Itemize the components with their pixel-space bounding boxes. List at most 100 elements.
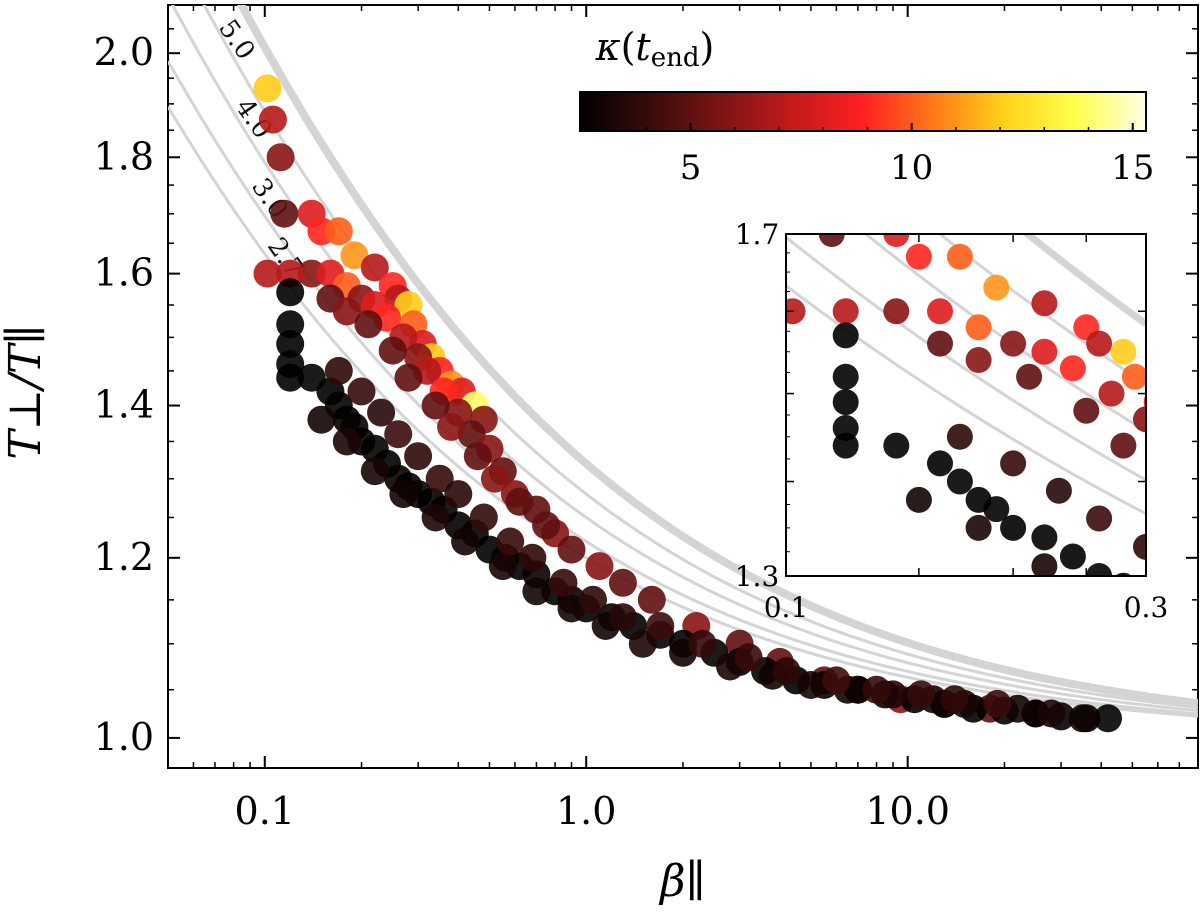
- scatter-point: [276, 310, 305, 339]
- scatter-point: [469, 503, 498, 532]
- scatter-point: [367, 398, 396, 427]
- inset-scatter-point: [983, 496, 1010, 523]
- inset-scatter-point: [818, 234, 845, 247]
- inset-scatter-point: [1031, 290, 1058, 317]
- inset-scatter-point: [927, 330, 953, 357]
- scatter-point: [480, 464, 509, 493]
- inset-scatter-point: [1016, 363, 1043, 390]
- scatter-point: [347, 377, 376, 406]
- scatter-point: [518, 543, 547, 572]
- scatter-point: [378, 336, 407, 365]
- inset-ytick-label-top: 1.7: [735, 218, 780, 251]
- inset-scatter-point: [1073, 397, 1100, 424]
- inset-scatter-point: [927, 298, 953, 325]
- scatter-point: [688, 629, 717, 658]
- inset-scatter-point: [1059, 355, 1086, 382]
- scatter-point: [421, 503, 450, 532]
- inset-threshold-curve: [786, 236, 1146, 482]
- inset-frame: [785, 233, 1147, 577]
- inset-threshold-curve: [863, 234, 1146, 433]
- x-axis-label: β∥: [658, 856, 706, 907]
- scatter-point: [266, 143, 295, 172]
- inset-scatter-point: [946, 243, 973, 270]
- scatter-point: [557, 535, 586, 564]
- scatter-point: [463, 442, 492, 471]
- inset-scatter-point: [786, 298, 806, 325]
- y-tick-label: 1.2: [94, 535, 154, 579]
- scatter-point: [585, 552, 614, 581]
- scatter-point: [1037, 699, 1066, 728]
- scatter-point: [444, 480, 473, 509]
- inset-scatter-point: [905, 243, 932, 270]
- scatter-point: [488, 552, 517, 581]
- scatter-point: [628, 629, 657, 658]
- scatter-point: [340, 241, 369, 270]
- inset-scatter-point: [927, 450, 953, 477]
- inset-scatter-point: [832, 298, 859, 325]
- y-axis: 1.0 1.2 1.4 1.6 1.8 2.0: [94, 28, 1198, 759]
- scatter-point: [505, 487, 534, 516]
- scatter-point: [404, 442, 433, 471]
- colorbar-gradient: [579, 91, 1147, 132]
- scatter-point: [496, 527, 525, 556]
- scatter-point: [646, 612, 675, 640]
- threshold-curve: [236, 5, 1198, 708]
- inset-scatter-point: [832, 432, 859, 459]
- scatter-point: [437, 412, 466, 441]
- inset: 1.7 1.3 0.1 0.3: [735, 218, 1169, 624]
- inset-ytick-label-bottom: 1.3: [735, 560, 780, 593]
- inset-scatter-point: [1086, 563, 1113, 576]
- inset-scatter-point: [1000, 330, 1027, 357]
- inset-scatter-point: [1110, 338, 1137, 365]
- inset-scatter-point: [832, 322, 859, 349]
- scatter-point: [384, 420, 413, 449]
- inset-scatter-point: [883, 234, 910, 247]
- scatter-point: [1068, 704, 1097, 733]
- inset-threshold-curve: [1021, 234, 1146, 327]
- scatter-point: [332, 427, 361, 456]
- inset-scatter-point: [1133, 533, 1146, 560]
- inset-scatter-point: [883, 432, 910, 459]
- inset-scatter-point: [1110, 432, 1137, 459]
- scatter-point: [940, 685, 969, 714]
- colorbar-tick-label: 15: [1111, 148, 1154, 188]
- y-tick-label: 1.4: [94, 383, 154, 427]
- inset-scatter-point: [1086, 330, 1113, 357]
- inset-scatter-point: [965, 314, 992, 341]
- colorbar-tick-label: 10: [890, 148, 933, 188]
- inset-scatter-point: [983, 274, 1010, 301]
- scatter-point: [822, 666, 851, 695]
- scatter-point: [734, 643, 763, 672]
- scatter-point: [258, 105, 287, 134]
- scatter-point: [253, 259, 282, 288]
- x-tick-label: 10.0: [865, 789, 950, 833]
- inset-scatter-point: [1086, 505, 1113, 532]
- scatter-point: [1094, 704, 1122, 733]
- scatter-points: [253, 74, 1122, 733]
- y-tick-label: 1.6: [94, 251, 154, 295]
- x-tick-label: 0.1: [235, 789, 295, 833]
- scatter-point: [549, 568, 578, 597]
- inset-scatter-point: [1031, 553, 1058, 576]
- colorbar-tick-label: 5: [680, 148, 702, 188]
- scatter-point: [421, 391, 450, 420]
- inset-xtick-label-right: 0.3: [1124, 591, 1169, 624]
- scatter-point: [324, 356, 353, 385]
- scatter-point: [307, 405, 336, 434]
- scatter-point: [557, 594, 586, 623]
- inset-scatter-point: [1133, 406, 1146, 433]
- scatter-point: [270, 199, 299, 228]
- inset-scatter-point: [1031, 524, 1058, 551]
- scatter-point: [389, 480, 418, 509]
- scatter-point: [608, 603, 637, 632]
- inset-scatter-point: [946, 423, 973, 450]
- y-tick-label: 1.8: [94, 134, 154, 178]
- scatter-point: [332, 297, 361, 326]
- scatter-point: [608, 568, 637, 597]
- scatter-point: [796, 671, 825, 699]
- inset-scatter-points: [786, 234, 1146, 576]
- inset-xtick-label-left: 0.1: [764, 591, 809, 624]
- scatter-point: [354, 310, 383, 339]
- colorbar-ticks: 5 10 15: [601, 123, 1154, 188]
